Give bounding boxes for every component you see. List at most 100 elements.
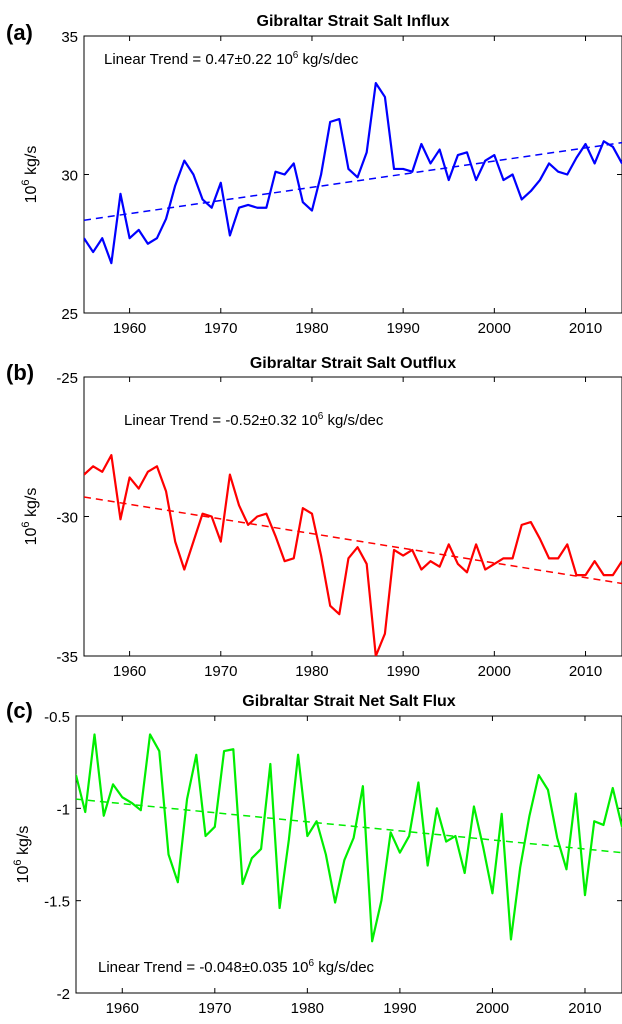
data-point — [520, 524, 523, 526]
data-point — [147, 242, 149, 245]
data-point — [283, 173, 286, 176]
data-point — [575, 157, 578, 159]
data-point — [137, 487, 140, 490]
x-tick-label: 2010 — [569, 320, 602, 337]
x-tick-label: 2000 — [476, 1000, 509, 1017]
data-point — [365, 563, 368, 565]
data-point — [393, 168, 395, 170]
data-point — [92, 251, 94, 253]
data-point — [147, 471, 149, 473]
data-point — [491, 892, 494, 895]
data-point — [315, 820, 318, 823]
x-tick-label: 1960 — [106, 1000, 139, 1017]
y-axis-label: 106 kg/s — [20, 146, 40, 204]
data-point — [347, 168, 350, 170]
data-point — [584, 143, 587, 145]
y-tick-label: -2 — [57, 986, 70, 1003]
data-point — [238, 206, 240, 209]
data-point — [520, 198, 523, 201]
data-point — [256, 206, 259, 209]
data-point — [139, 809, 142, 811]
data-point — [429, 560, 432, 562]
data-point — [417, 781, 420, 784]
data-point — [183, 568, 186, 571]
data-point — [210, 515, 213, 518]
data-point — [269, 763, 272, 765]
data-point — [156, 465, 158, 468]
data-point — [325, 853, 327, 856]
series-line — [84, 81, 622, 265]
data-point — [457, 563, 459, 565]
data-point — [447, 543, 450, 546]
data-point — [371, 940, 373, 943]
data-point — [365, 151, 368, 154]
data-point — [548, 162, 550, 165]
x-tick-label: 1980 — [295, 320, 328, 337]
data-point — [565, 868, 568, 871]
y-tick-label: 35 — [61, 29, 78, 46]
trend-annotation: Linear Trend = -0.52±0.32 106 kg/s/dec — [124, 411, 384, 429]
data-point — [256, 515, 259, 518]
data-point — [297, 753, 299, 756]
data-point — [493, 154, 496, 156]
data-point — [174, 540, 176, 543]
data-point — [156, 237, 158, 240]
data-point — [84, 473, 85, 476]
data-point — [93, 733, 96, 736]
data-point — [438, 148, 441, 151]
data-point — [219, 540, 222, 543]
data-point — [302, 201, 304, 203]
data-point — [574, 792, 577, 795]
data-point — [84, 237, 85, 240]
data-point — [84, 811, 87, 813]
data-point — [602, 140, 605, 143]
data-point — [602, 574, 605, 576]
data-point — [329, 604, 332, 607]
series-line — [84, 454, 622, 656]
chart-title: Gibraltar Strait Net Salt Flux — [242, 693, 455, 710]
data-point — [292, 557, 295, 560]
data-point — [537, 774, 540, 776]
y-axis-label: 106 kg/s — [12, 826, 32, 884]
data-point — [556, 837, 559, 839]
data-point — [320, 173, 322, 176]
data-point — [265, 512, 268, 515]
data-point — [438, 565, 441, 568]
data-point — [566, 173, 569, 176]
data-point — [411, 170, 414, 173]
data-point — [229, 234, 231, 237]
data-point — [420, 143, 423, 145]
data-point — [445, 840, 447, 843]
data-point — [288, 838, 290, 841]
data-point — [463, 872, 466, 874]
data-point — [186, 798, 188, 800]
data-point — [149, 733, 151, 736]
data-point — [338, 613, 341, 615]
data-point — [302, 507, 304, 509]
panel-label: (b) — [6, 360, 34, 385]
x-tick-label: 1970 — [204, 663, 237, 680]
data-point — [384, 96, 386, 98]
data-point — [223, 750, 225, 752]
x-tick-label: 1990 — [383, 1000, 416, 1017]
x-tick-label: 2010 — [568, 1000, 601, 1017]
data-point — [493, 563, 496, 565]
data-point — [101, 471, 104, 473]
trend-annotation: Linear Trend = 0.47±0.22 106 kg/s/dec — [104, 50, 359, 68]
trend-line — [84, 141, 622, 221]
y-tick-label: -35 — [56, 649, 78, 666]
data-point — [110, 454, 113, 456]
data-point — [593, 820, 596, 823]
data-point — [393, 549, 395, 551]
data-point — [611, 787, 614, 789]
data-point — [402, 554, 404, 557]
x-tick-label: 1980 — [291, 1000, 324, 1017]
data-point — [447, 179, 450, 181]
data-point — [201, 512, 204, 515]
data-point — [247, 204, 249, 206]
data-point — [374, 82, 377, 84]
data-point — [265, 206, 268, 209]
data-point — [408, 835, 410, 837]
data-point — [547, 789, 549, 791]
